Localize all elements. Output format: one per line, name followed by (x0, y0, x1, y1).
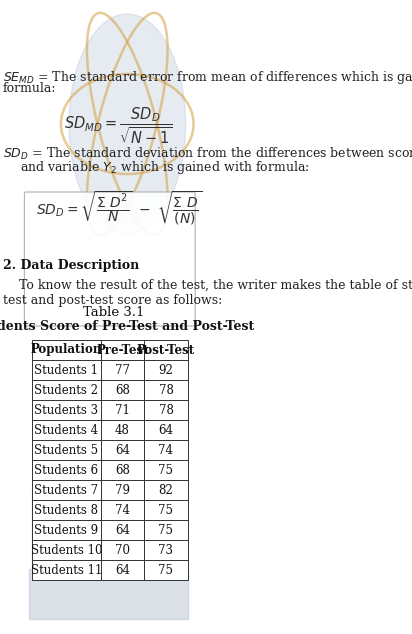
Text: 48: 48 (115, 424, 130, 436)
Text: 79: 79 (115, 484, 130, 496)
Bar (32, 420, 101, 440)
Bar (32, 360, 101, 380)
Bar (101, 520, 144, 540)
Text: Students 8: Students 8 (34, 503, 98, 517)
Text: $SD_{MD}= \dfrac{SD_D}{\sqrt{N-1}}$: $SD_{MD}= \dfrac{SD_D}{\sqrt{N-1}}$ (63, 106, 172, 146)
Text: Students 7: Students 7 (34, 484, 98, 496)
Bar (144, 400, 188, 420)
Text: 71: 71 (115, 403, 130, 417)
Text: $SE_{MD}$ = The standard error from mean of differences which is gained with the: $SE_{MD}$ = The standard error from mean… (2, 69, 412, 86)
Bar (144, 540, 188, 560)
Text: Students Score of Pre-Test and Post-Test: Students Score of Pre-Test and Post-Test (0, 320, 254, 333)
Text: 75: 75 (159, 463, 173, 477)
Bar (144, 340, 188, 360)
Text: Students 10: Students 10 (30, 543, 102, 557)
FancyBboxPatch shape (24, 192, 195, 326)
Bar (32, 500, 101, 520)
Bar (144, 420, 188, 440)
Text: 64: 64 (115, 444, 130, 456)
Bar (32, 480, 101, 500)
Text: 74: 74 (115, 503, 130, 517)
Text: 78: 78 (159, 384, 173, 396)
Bar (29, 569, 188, 619)
Bar (144, 460, 188, 480)
Text: Students 5: Students 5 (34, 444, 98, 456)
Bar (144, 560, 188, 580)
Circle shape (69, 14, 185, 234)
Bar (101, 500, 144, 520)
Bar (154, 489, 185, 569)
Text: 64: 64 (115, 524, 130, 536)
Text: To know the result of the test, the writer makes the table of students’ pre-
tes: To know the result of the test, the writ… (2, 279, 412, 307)
Text: and variable $Y_2$ which is gained with formula:: and variable $Y_2$ which is gained with … (20, 159, 309, 176)
Text: Students 11: Students 11 (30, 564, 102, 576)
Text: 2. Data Description: 2. Data Description (2, 259, 139, 272)
Text: 82: 82 (159, 484, 173, 496)
Text: 75: 75 (159, 503, 173, 517)
Bar (144, 480, 188, 500)
Bar (101, 460, 144, 480)
Bar (101, 540, 144, 560)
Bar (101, 400, 144, 420)
Bar (32, 440, 101, 460)
Bar (111, 489, 143, 569)
Bar (101, 360, 144, 380)
Text: formula:: formula: (2, 82, 56, 95)
Bar (32, 489, 63, 569)
Bar (32, 340, 101, 360)
Text: Pre-Test: Pre-Test (96, 344, 149, 356)
Text: Students 6: Students 6 (34, 463, 98, 477)
Bar (32, 540, 101, 560)
Text: $SD_D= \sqrt{\dfrac{\Sigma\ D^2}{N}}\ -\ \sqrt{\dfrac{\Sigma\ D}{(N)}}$: $SD_D= \sqrt{\dfrac{\Sigma\ D^2}{N}}\ -\… (36, 189, 202, 226)
Bar (101, 340, 144, 360)
Bar (101, 420, 144, 440)
Text: Students 1: Students 1 (34, 363, 98, 377)
Bar (32, 400, 101, 420)
Bar (144, 380, 188, 400)
Text: 75: 75 (159, 564, 173, 576)
Text: 68: 68 (115, 384, 130, 396)
Text: 64: 64 (159, 424, 173, 436)
Bar (32, 520, 101, 540)
Text: Table 3.1: Table 3.1 (83, 306, 144, 319)
Bar (144, 440, 188, 460)
Bar (69, 489, 101, 569)
Bar (101, 440, 144, 460)
Text: 92: 92 (159, 363, 173, 377)
Bar (101, 480, 144, 500)
Text: Students 3: Students 3 (34, 403, 98, 417)
Bar (144, 500, 188, 520)
Bar (101, 560, 144, 580)
Text: Students 2: Students 2 (34, 384, 98, 396)
Bar (32, 460, 101, 480)
Bar (144, 520, 188, 540)
Bar (101, 380, 144, 400)
Text: $SD_D$ = The standard deviation from the differences between score of variable $: $SD_D$ = The standard deviation from the… (2, 146, 412, 162)
Text: Students 4: Students 4 (34, 424, 98, 436)
Text: Population: Population (30, 344, 102, 356)
Text: 75: 75 (159, 524, 173, 536)
Text: 78: 78 (159, 403, 173, 417)
Bar (32, 380, 101, 400)
Text: 73: 73 (159, 543, 173, 557)
Text: 77: 77 (115, 363, 130, 377)
Text: Post-Test: Post-Test (137, 344, 195, 356)
Text: 70: 70 (115, 543, 130, 557)
Bar (144, 360, 188, 380)
Text: 68: 68 (115, 463, 130, 477)
Text: Students 9: Students 9 (34, 524, 98, 536)
Text: 64: 64 (115, 564, 130, 576)
Text: 74: 74 (159, 444, 173, 456)
Bar (32, 560, 101, 580)
